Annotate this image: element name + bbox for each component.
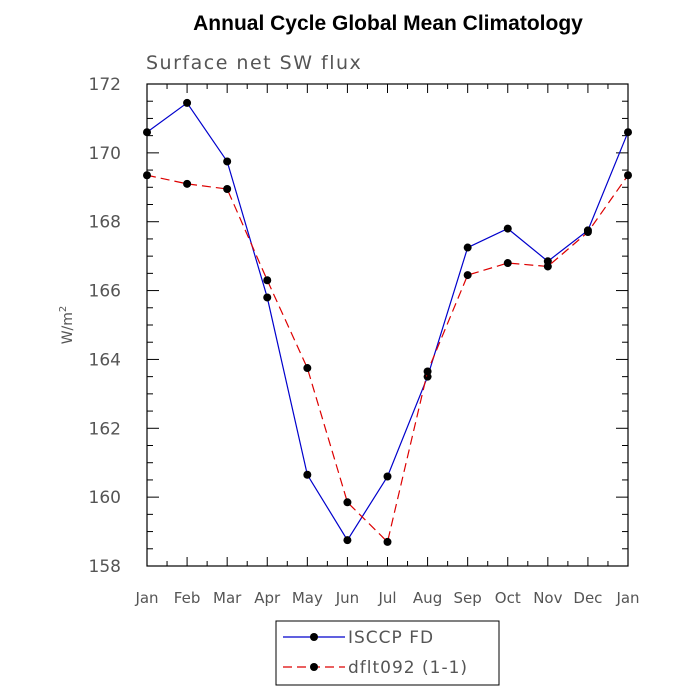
data-point [503,259,512,268]
x-tick-label: Jul [377,589,396,607]
data-point [183,98,192,107]
x-tick-label: Jun [335,589,359,607]
y-tick-label: 170 [89,144,121,164]
legend: ISCCP FD dflt092 (1-1) [275,620,500,686]
x-tick-label: Sep [454,589,482,607]
plot-frame [146,83,629,567]
x-tick-label: Apr [254,589,281,607]
data-point [183,179,192,188]
data-point [583,228,592,237]
data-point [503,224,512,233]
data-point [223,157,232,166]
y-axis-ticks: 158 160 162 164 166 168 170 172 [89,75,628,577]
data-point [383,472,392,481]
data-point [624,171,632,180]
x-tick-label: Jan [615,589,639,607]
y-tick-label: 172 [89,75,121,95]
data-point [263,293,272,302]
x-tick-label: Nov [533,589,562,607]
y-axis-label-superscript: 2 [58,306,69,312]
series-line [146,174,629,544]
data-point [303,470,312,479]
x-axis-ticks: Jan Feb Mar Apr May Jun Jul Aug Sep Oct Nov Dec Jan [134,84,640,607]
x-tick-label: Feb [174,589,201,607]
legend-label: ISCCP FD [348,628,434,648]
legend-marker [310,633,318,641]
data-point [263,276,272,285]
data-point [343,536,352,545]
x-tick-label: Jan [134,589,158,607]
data-point [543,262,552,271]
chart-title: Annual Cycle Global Mean Climatology [193,12,583,35]
x-tick-label: May [292,589,323,607]
y-axis-label: W/m2 [58,306,76,345]
data-point [383,537,392,546]
x-tick-label: Aug [413,589,442,607]
x-tick-label: Oct [495,589,521,607]
legend-box [275,620,500,686]
series-layer [143,98,632,546]
chart-subtitle: Surface net SW flux [146,52,362,74]
y-axis-label-text: W/m [60,312,76,344]
data-point [303,364,312,373]
data-point [423,367,432,376]
x-tick-label: Mar [213,589,242,607]
data-point [143,128,151,137]
series-2 [143,171,632,546]
data-point [343,498,352,507]
data-point [143,171,151,180]
data-point [463,271,472,280]
y-tick-label: 162 [89,419,121,439]
y-tick-label: 168 [89,213,121,233]
y-tick-label: 164 [89,350,121,370]
data-point [463,243,472,252]
data-point [223,185,232,194]
series-1 [143,98,632,545]
y-tick-label: 158 [89,557,121,577]
axes [146,83,629,567]
data-point [624,128,632,137]
y-tick-label: 160 [89,488,121,508]
legend-label: dflt092 (1-1) [348,658,468,678]
legend-marker [310,663,318,671]
x-tick-label: Dec [573,589,602,607]
y-tick-label: 166 [89,282,121,302]
